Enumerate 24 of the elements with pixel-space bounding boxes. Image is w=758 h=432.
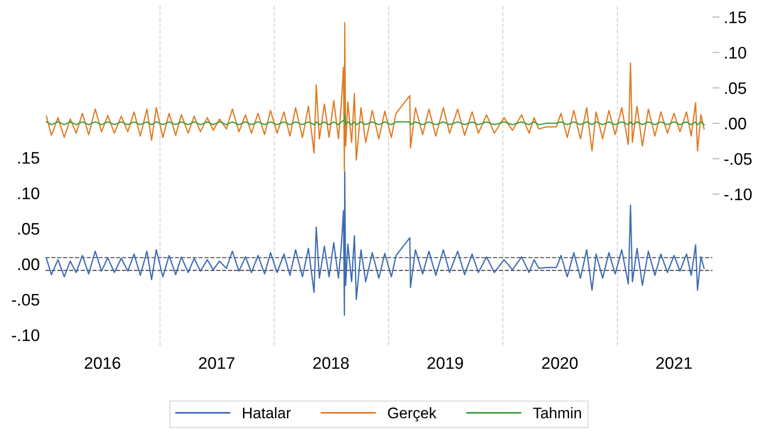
x-tick-label: 2020 — [542, 357, 578, 369]
y2-tick-label: .10 — [725, 46, 746, 59]
line-series — [46, 171, 705, 316]
legend-label: Tahmin — [533, 407, 581, 418]
y-tick-label: -.05 — [12, 294, 40, 306]
y-tick-label: .10 — [18, 187, 40, 200]
line-series — [46, 22, 705, 172]
legend-label: Gerçek — [388, 407, 436, 422]
x-tick-label: 2018 — [313, 357, 349, 369]
x-tick-label: 2017 — [199, 357, 234, 369]
y2-tick-label: .15 — [725, 12, 746, 24]
y2-tick-label: .00 — [725, 118, 746, 130]
y-tick-label: -.10 — [12, 329, 40, 342]
line-series — [46, 114, 705, 126]
y2-tick-label: -.10 — [724, 188, 752, 200]
y-tick-label: .15 — [18, 152, 40, 164]
x-tick-label: 2016 — [84, 357, 120, 369]
y2-tick-label: .05 — [725, 82, 746, 94]
y-tick-label: .05 — [18, 222, 40, 235]
x-tick-label: 2021 — [656, 357, 692, 369]
y-tick-label: .00 — [18, 258, 40, 270]
x-tick-label: 2019 — [428, 357, 463, 369]
legend-label: Hatalar — [242, 407, 291, 418]
y2-tick-label: -.05 — [724, 153, 752, 165]
